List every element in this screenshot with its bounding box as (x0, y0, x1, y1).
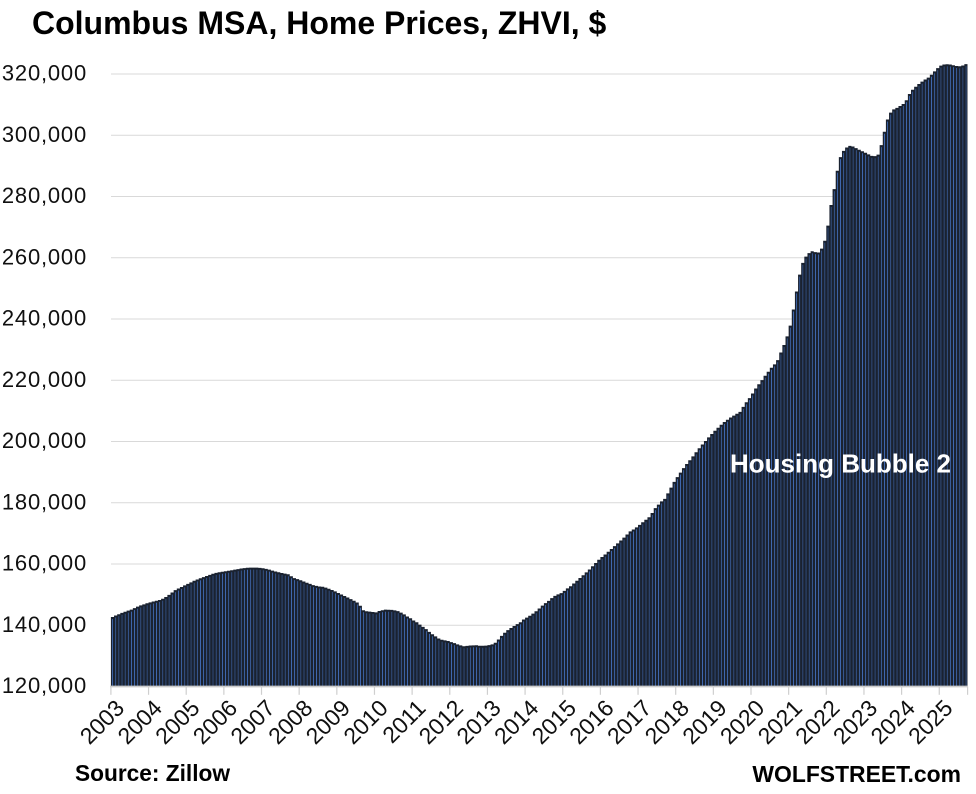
svg-text:240,000: 240,000 (2, 306, 87, 331)
svg-text:300,000: 300,000 (2, 122, 87, 147)
svg-text:200,000: 200,000 (2, 428, 87, 453)
svg-text:Housing Bubble 2: Housing Bubble 2 (730, 449, 951, 479)
svg-text:320,000: 320,000 (2, 61, 87, 86)
svg-text:140,000: 140,000 (2, 612, 87, 637)
svg-text:120,000: 120,000 (2, 673, 87, 698)
svg-text:Source: Zillow: Source: Zillow (75, 760, 230, 786)
svg-text:160,000: 160,000 (2, 551, 87, 576)
svg-text:180,000: 180,000 (2, 489, 87, 514)
svg-text:220,000: 220,000 (2, 367, 87, 392)
svg-text:280,000: 280,000 (2, 183, 87, 208)
svg-text:WOLFSTREET.com: WOLFSTREET.com (752, 761, 961, 787)
svg-text:Columbus MSA, Home Prices, ZHV: Columbus MSA, Home Prices, ZHVI, $ (32, 5, 607, 41)
svg-text:260,000: 260,000 (2, 244, 87, 269)
